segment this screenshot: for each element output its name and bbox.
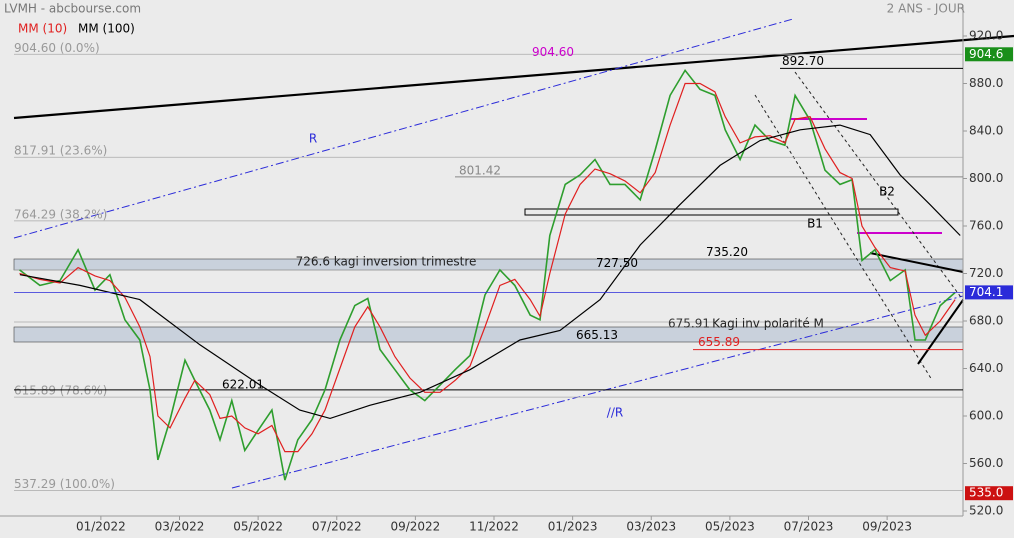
x-tick-label: 09/2023 bbox=[862, 520, 912, 534]
note: //R bbox=[607, 406, 623, 420]
channel-r bbox=[13, 18, 794, 239]
y-tick-label: 840.0 bbox=[969, 123, 1003, 137]
level-label: 622.01 bbox=[222, 377, 264, 391]
note: Kagi inv polarité M bbox=[712, 317, 824, 331]
y-tick-label: 640.0 bbox=[969, 361, 1003, 375]
x-tick-label: 01/2023 bbox=[548, 520, 598, 534]
level-label: 675.91 bbox=[668, 316, 710, 330]
series-line bbox=[19, 82, 956, 453]
fib-label: 904.60 (0.0%) bbox=[14, 41, 100, 55]
level-label: 735.20 bbox=[706, 245, 748, 259]
chart-subtitle: 2 ANS - JOUR bbox=[887, 2, 965, 16]
y-tick-label: 600.0 bbox=[969, 409, 1003, 423]
level-label: 655.89 bbox=[698, 335, 740, 349]
fib-label: 615.89 (78.6%) bbox=[14, 384, 107, 398]
note: 726.6 kagi inversion trimestre bbox=[296, 255, 477, 269]
x-tick-label: 07/2023 bbox=[784, 520, 834, 534]
legend-entry: MM (10) bbox=[18, 22, 67, 36]
price-tag bbox=[965, 47, 1013, 62]
fib-label: 764.29 (38.2%) bbox=[14, 207, 107, 221]
support-box bbox=[524, 208, 899, 216]
level-label: 801.42 bbox=[459, 163, 501, 177]
x-tick-label: 11/2022 bbox=[469, 520, 519, 534]
falling-channel bbox=[794, 71, 964, 301]
marks: 520.0 560.0 600.0 640.0 680.0 720.0 760.0 800.0… bbox=[14, 22, 1013, 534]
x-tick-label: 03/2023 bbox=[626, 520, 676, 534]
x-tick-label: 05/2022 bbox=[233, 520, 283, 534]
level-label: 904.60 bbox=[532, 45, 574, 59]
triangle bbox=[917, 299, 964, 365]
y-tick-label: 920.0 bbox=[969, 28, 1003, 42]
note: B1 bbox=[807, 217, 823, 231]
level-label: 727.50 bbox=[596, 256, 638, 270]
y-tick-label: 800.0 bbox=[969, 171, 1003, 185]
y-tick-label: 880.0 bbox=[969, 76, 1003, 90]
level-label: 892.70 bbox=[782, 54, 824, 68]
note: R bbox=[309, 132, 317, 146]
series-line bbox=[19, 124, 961, 420]
price-tag bbox=[965, 285, 1013, 300]
x-tick-label: 09/2022 bbox=[390, 520, 440, 534]
x-tick-label: 01/2022 bbox=[76, 520, 126, 534]
x-tick-label: 07/2022 bbox=[312, 520, 362, 534]
y-tick-label: 680.0 bbox=[969, 314, 1003, 328]
y-tick-label: 520.0 bbox=[969, 504, 1003, 518]
price-tag bbox=[965, 486, 1013, 501]
legend-entry: MM (100) bbox=[78, 22, 135, 36]
chart-title: LVMH - abcbourse.com bbox=[4, 2, 141, 16]
resistance bbox=[869, 252, 964, 273]
level-label: 665.13 bbox=[576, 328, 618, 342]
channel-r2 bbox=[231, 295, 964, 489]
trend-line bbox=[13, 34, 1014, 120]
fib-label: 537.29 (100.0%) bbox=[14, 477, 115, 491]
price-tag-label: 704.1 bbox=[969, 285, 1003, 299]
note: B2 bbox=[879, 185, 895, 199]
y-tick-label: 720.0 bbox=[969, 266, 1003, 280]
price-tag-label: 904.6 bbox=[969, 47, 1003, 61]
y-tick-label: 560.0 bbox=[969, 456, 1003, 470]
series-line bbox=[19, 68, 956, 481]
y-tick-label: 760.0 bbox=[969, 219, 1003, 233]
x-tick-label: 03/2022 bbox=[155, 520, 205, 534]
x-tick-label: 05/2023 bbox=[705, 520, 755, 534]
kagi-band bbox=[13, 258, 964, 271]
fib-label: 817.91 (23.6%) bbox=[14, 144, 107, 158]
price-tag-label: 535.0 bbox=[969, 486, 1003, 500]
